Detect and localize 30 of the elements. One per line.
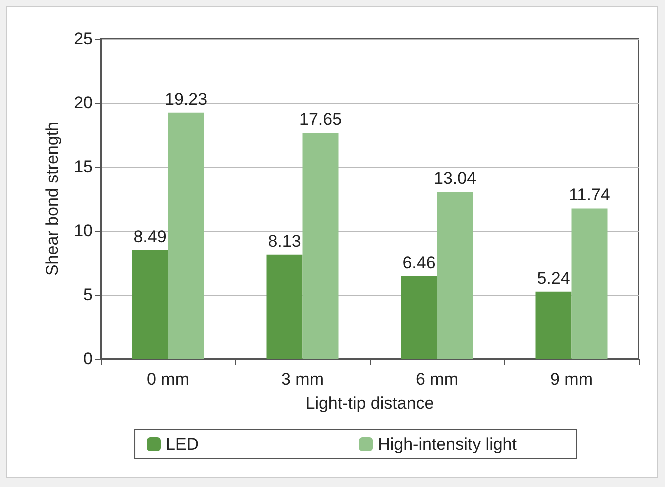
data-label: 8.49 bbox=[134, 227, 167, 246]
y-tick-label: 10 bbox=[74, 222, 93, 240]
data-label: 6.46 bbox=[402, 253, 436, 272]
data-label: 8.13 bbox=[268, 232, 302, 251]
y-tick-label: 5 bbox=[84, 286, 93, 304]
x-tick-label: 6 mm bbox=[416, 370, 458, 389]
bar bbox=[168, 112, 204, 359]
bar bbox=[572, 208, 608, 359]
bar bbox=[536, 292, 572, 359]
bar bbox=[266, 254, 303, 359]
data-label: 11.74 bbox=[569, 186, 610, 205]
data-label: 17.65 bbox=[299, 110, 342, 130]
data-label: 19.23 bbox=[164, 90, 208, 109]
data-label: 5.24 bbox=[537, 268, 570, 288]
bar bbox=[132, 250, 168, 359]
bar bbox=[302, 133, 339, 359]
y-tick-label: 25 bbox=[74, 30, 93, 48]
legend-label: LED bbox=[166, 435, 200, 454]
x-axis-title: Light-tip distance bbox=[306, 394, 434, 413]
x-tick-label: 9 mm bbox=[550, 370, 593, 389]
legend-label: High-intensity light bbox=[378, 435, 518, 454]
bar bbox=[437, 192, 474, 359]
y-tick-label: 20 bbox=[74, 94, 93, 112]
x-tick-label: 3 mm bbox=[282, 370, 324, 389]
y-tick-label: 15 bbox=[74, 158, 93, 176]
y-tick-label: 0 bbox=[84, 350, 93, 368]
x-tick-label: 0 mm bbox=[147, 370, 190, 389]
data-label: 13.04 bbox=[434, 169, 477, 188]
y-axis-title: Shear bond strength bbox=[43, 122, 62, 276]
bar bbox=[401, 276, 438, 359]
